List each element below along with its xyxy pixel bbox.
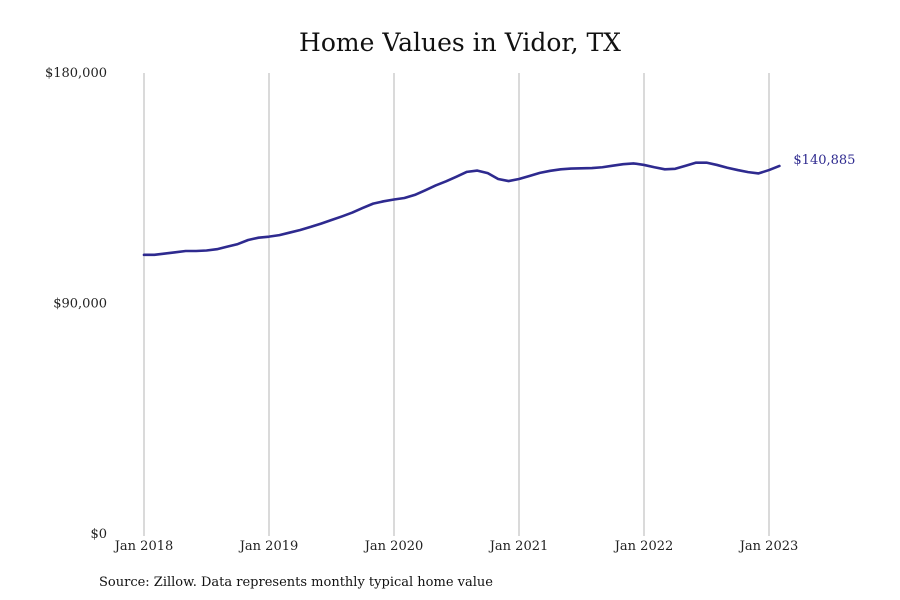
chart-title: Home Values in Vidor, TX [299, 28, 621, 57]
gridlines [143, 73, 770, 536]
end-value-label: $140,885 [793, 153, 855, 168]
x-tick-label: Jan 2019 [238, 539, 299, 554]
series-layer: $140,885 [142, 153, 855, 257]
x-tick-label: Jan 2018 [113, 539, 174, 554]
x-tick-label: Jan 2023 [738, 539, 799, 554]
x-tick-label: Jan 2021 [488, 539, 549, 554]
x-tick-label: Jan 2020 [363, 539, 424, 554]
x-tick-label: Jan 2022 [613, 539, 674, 554]
y-axis-ticks: $0 $90,000 $180,000 [45, 66, 107, 542]
y-tick-label: $0 [90, 527, 107, 542]
y-tick-label: $90,000 [53, 297, 107, 312]
x-axis-ticks: Jan 2018 Jan 2019 Jan 2020 Jan 2021 Jan 2022… [113, 539, 799, 554]
series-line [142, 161, 781, 257]
source-note: Source: Zillow. Data represents monthly … [99, 575, 493, 590]
y-tick-label: $180,000 [45, 66, 107, 81]
